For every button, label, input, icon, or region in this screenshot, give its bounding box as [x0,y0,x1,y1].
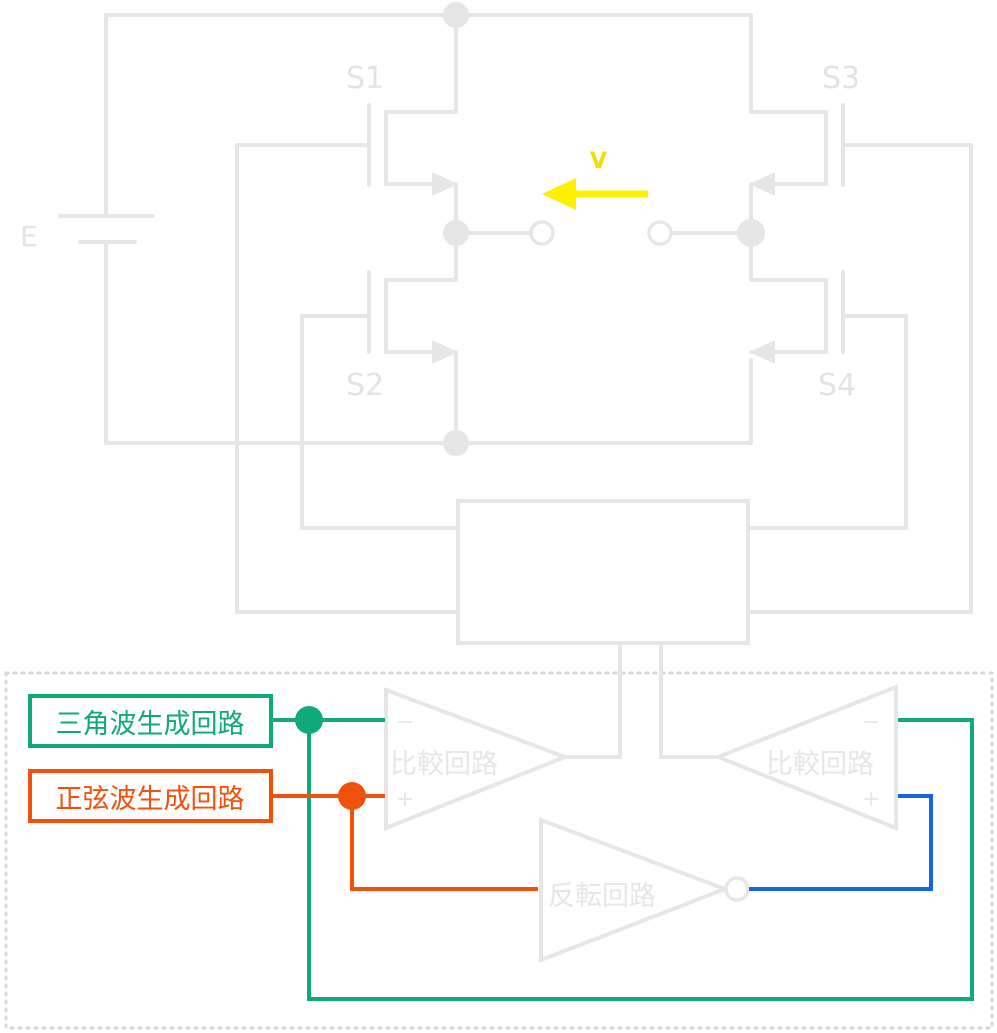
sine-junction-dot [338,782,366,810]
control-blocks: 比較回路 − + 比較回路 − + 反転回路 [384,684,898,963]
gate-driver-box [456,499,750,645]
triangle-wave-wiring [271,706,974,1001]
inverter-symbol [539,817,731,963]
bottom-junction-dot [443,430,469,456]
s4-arrow [749,340,775,364]
s4-source-wire [749,316,828,354]
left-leg-top-wire [384,13,458,157]
right-mid-junction-dot [737,219,765,247]
sine-wave-wiring [271,782,538,891]
triangle-generator-box [28,694,273,748]
left-comparator-output-wire [563,641,622,759]
right-comparator-label: 比較回路 [766,749,874,780]
control-section-frame [4,671,994,1030]
inverter-output-bubble [724,876,750,902]
left-leg-bottom-wire [384,231,458,322]
s2-source-wire [384,316,458,445]
switch-label-s1: S1 [346,61,384,96]
inverter-label: 反転回路 [548,881,656,912]
right-leg-top-wire [749,110,828,157]
s3-gate-wire [746,143,973,614]
velocity-arrow-head [542,178,576,210]
right-comparator-output-wire [659,641,720,759]
switch-label-s3: S3 [822,61,860,96]
left-comparator-plus: + [396,787,414,812]
left-comparator-minus: − [396,710,414,735]
triangle-generator-label: 三角波生成回路 [56,709,245,740]
right-leg-bottom-wire [749,231,828,322]
switch-label-s2: S2 [346,368,384,403]
s2-gate-wire [300,314,460,530]
right-comparator-plus: + [862,787,880,812]
switch-label-s4: S4 [818,368,856,403]
sine-generator-block: 正弦波生成回路 [28,769,273,823]
velocity-label: V [590,149,607,174]
left-motor-terminal [529,220,555,246]
s4-gate-wire [746,314,908,530]
left-comparator-symbol [384,687,571,831]
right-comparator-minus: − [862,710,880,735]
right-motor-terminal [647,220,673,246]
top-rail-wire [104,13,753,114]
s1-gate-wire [235,143,460,614]
s2-arrow [432,340,458,364]
velocity-indicator: V [542,149,648,210]
triangle-generator-block: 三角波生成回路 [28,694,273,748]
inverted-sine-wire [749,794,933,891]
h-bridge: E S1 S2 S3 S4 [20,2,973,759]
sine-generator-label: 正弦波生成回路 [56,784,245,815]
s3-arrow [749,172,775,196]
triangle-junction-dot [295,706,323,734]
left-comparator-label: 比較回路 [390,749,498,780]
sine-generator-box [28,769,273,823]
top-junction-dot [443,2,469,28]
sine-to-inverter-wire [350,796,538,891]
s3-source-wire [749,148,828,235]
s1-source-wire [384,148,458,235]
s1-arrow [432,172,458,196]
right-comparator-symbol [712,684,898,831]
left-mid-junction-dot [443,220,469,246]
battery-label: E [20,220,38,253]
bottom-rail-wire [104,240,753,445]
triangle-loop-wire [307,718,974,1001]
